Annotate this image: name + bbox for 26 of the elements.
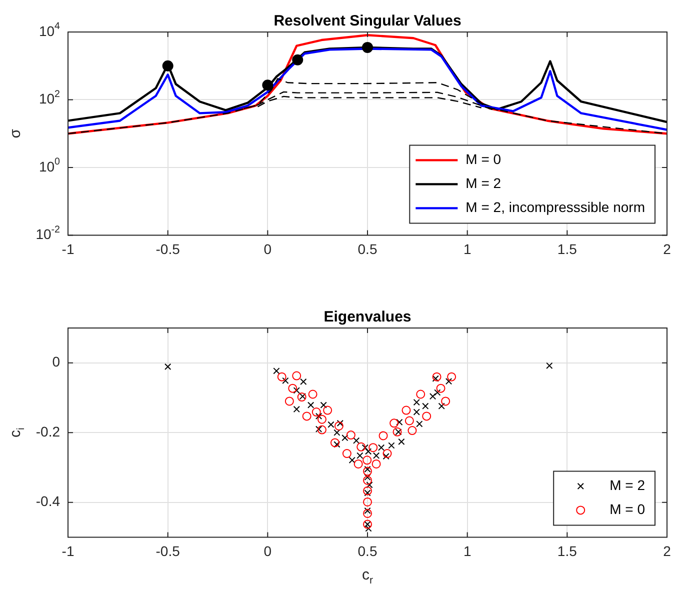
x-tick-label: 0 [264,543,272,560]
x-tick-label: 0 [264,241,272,258]
x-tick-label: -0.5 [156,241,180,258]
legend-label: M = 2 [466,175,502,192]
chart-title: Resolvent Singular Values [274,12,462,30]
legend-label: M = 2, incompresssible norm [466,199,646,216]
y-tick-label: -0.4 [36,493,60,510]
y-axis-title: σ [7,128,24,138]
x-tick-label: 0.5 [358,241,378,258]
y-tick-label: 0 [52,354,60,370]
legend-label: M = 0 [610,501,646,518]
x-tick-label: 1 [463,543,472,560]
x-tick-label: 1 [463,241,472,258]
legend-label: M = 2 [610,477,646,494]
x-tick-label: 1.5 [557,543,578,560]
x-tick-label: 2 [663,241,672,258]
chart-title: Eigenvalues [324,308,412,326]
y-tick-label: -0.2 [36,423,60,440]
x-tick-label: 1.5 [557,241,578,258]
x-tick-label: 2 [663,543,672,560]
x-tick-label: -1 [62,241,74,258]
y-axis-title: ci [7,428,28,438]
x-tick-label: -0.5 [156,543,180,560]
x-tick-label: 0.5 [358,543,378,560]
legend-label: M = 0 [466,151,502,168]
x-tick-label: -1 [62,543,74,560]
